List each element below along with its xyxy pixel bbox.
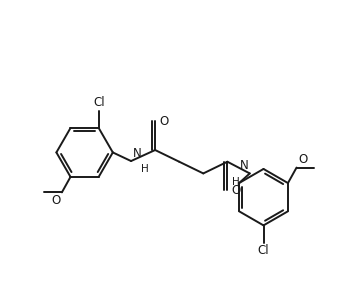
Text: H: H (233, 177, 240, 187)
Text: O: O (298, 153, 307, 165)
Text: Cl: Cl (258, 244, 269, 257)
Text: N: N (132, 147, 141, 160)
Text: O: O (231, 184, 241, 197)
Text: N: N (240, 159, 248, 172)
Text: O: O (51, 194, 60, 207)
Text: H: H (141, 164, 148, 175)
Text: Cl: Cl (93, 96, 104, 109)
Text: O: O (159, 115, 169, 128)
